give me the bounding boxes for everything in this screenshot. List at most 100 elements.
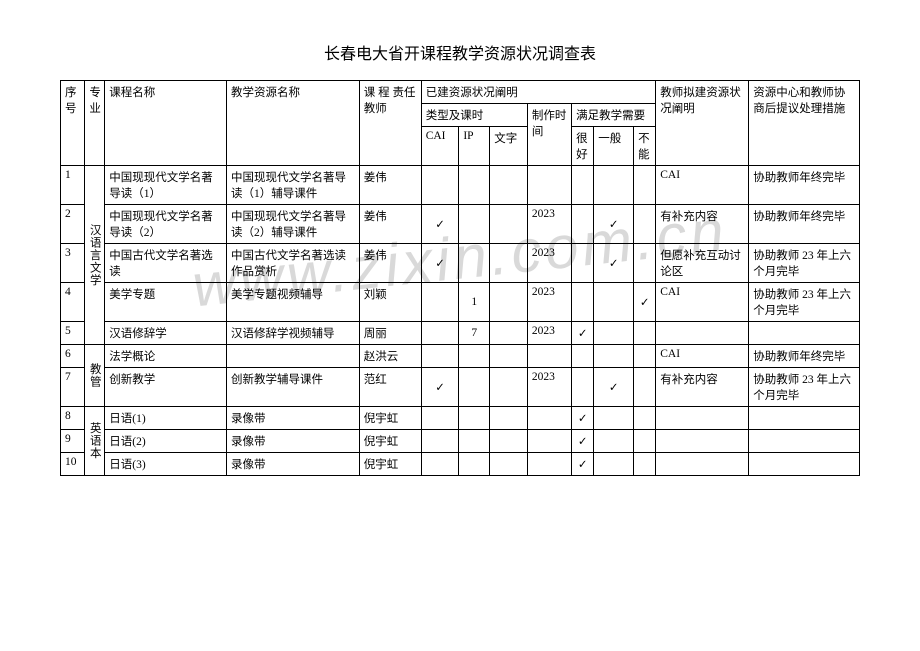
cell-bad xyxy=(634,205,656,244)
cell-time xyxy=(527,166,571,205)
hdr-resource: 教学资源名称 xyxy=(226,81,359,166)
cell-time xyxy=(527,453,571,476)
cell-ip xyxy=(459,244,490,283)
cell-bad xyxy=(634,453,656,476)
cell-plan: 有补充内容 xyxy=(656,368,749,407)
cell-plan: CAI xyxy=(656,166,749,205)
cell-time: 2023 xyxy=(527,283,571,322)
hdr-action: 资源中心和教师协商后提议处理措施 xyxy=(749,81,860,166)
cell-course: 创新教学 xyxy=(105,368,227,407)
cell-time: 2023 xyxy=(527,205,571,244)
cell-bad xyxy=(634,407,656,430)
cell-seq: 7 xyxy=(61,368,85,407)
cell-teacher: 周丽 xyxy=(359,322,421,345)
cell-seq: 5 xyxy=(61,322,85,345)
page-title: 长春电大省开课程教学资源状况调查表 xyxy=(60,40,860,64)
cell-teacher: 赵洪云 xyxy=(359,345,421,368)
hdr-cai: CAI xyxy=(421,127,459,166)
hdr-need: 满足教学需要 xyxy=(572,104,656,127)
cell-major: 汉语言文学 xyxy=(85,166,105,345)
survey-table: 序号 专业 课程名称 教学资源名称 课 程 责任教师 已建资源状况阐明 教师拟建… xyxy=(60,80,860,476)
hdr-built-status: 已建资源状况阐明 xyxy=(421,81,656,104)
cell-ip xyxy=(459,345,490,368)
cell-text xyxy=(490,368,528,407)
cell-good: ✓ xyxy=(572,407,594,430)
cell-ip xyxy=(459,368,490,407)
table-row: 3 中国古代文学名著选读 中国古代文学名著选读作品赏析 姜伟 ✓ 2023 ✓ … xyxy=(61,244,860,283)
cell-course: 美学专题 xyxy=(105,283,227,322)
cell-text xyxy=(490,345,528,368)
cell-avg xyxy=(594,430,634,453)
cell-bad xyxy=(634,244,656,283)
cell-action xyxy=(749,430,860,453)
cell-ip: 1 xyxy=(459,283,490,322)
cell-seq: 2 xyxy=(61,205,85,244)
cell-good xyxy=(572,166,594,205)
cell-bad: ✓ xyxy=(634,283,656,322)
cell-action: 协助教师 23 年上六个月完毕 xyxy=(749,244,860,283)
cell-plan: 但愿补充互动讨论区 xyxy=(656,244,749,283)
cell-teacher: 刘颖 xyxy=(359,283,421,322)
hdr-text: 文字 xyxy=(490,127,528,166)
cell-good xyxy=(572,283,594,322)
cell-course: 汉语修辞学 xyxy=(105,322,227,345)
cell-plan: 有补充内容 xyxy=(656,205,749,244)
cell-action: 协助教师年终完毕 xyxy=(749,166,860,205)
cell-text xyxy=(490,283,528,322)
cell-plan: CAI xyxy=(656,345,749,368)
cell-text xyxy=(490,407,528,430)
cell-action xyxy=(749,407,860,430)
cell-seq: 10 xyxy=(61,453,85,476)
cell-bad xyxy=(634,430,656,453)
cell-ip: 7 xyxy=(459,322,490,345)
cell-resource: 录像带 xyxy=(226,430,359,453)
cell-ip xyxy=(459,205,490,244)
cell-teacher: 姜伟 xyxy=(359,166,421,205)
cell-time xyxy=(527,345,571,368)
cell-text xyxy=(490,322,528,345)
hdr-ip: IP xyxy=(459,127,490,166)
cell-plan xyxy=(656,407,749,430)
cell-time: 2023 xyxy=(527,244,571,283)
table-row: 9 日语(2) 录像带 倪宇虹 ✓ xyxy=(61,430,860,453)
header-row-1: 序号 专业 课程名称 教学资源名称 课 程 责任教师 已建资源状况阐明 教师拟建… xyxy=(61,81,860,104)
cell-action: 协助教师年终完毕 xyxy=(749,205,860,244)
cell-cai xyxy=(421,283,459,322)
cell-bad xyxy=(634,345,656,368)
cell-good xyxy=(572,345,594,368)
cell-avg xyxy=(594,407,634,430)
cell-avg: ✓ xyxy=(594,205,634,244)
cell-time: 2023 xyxy=(527,368,571,407)
cell-time xyxy=(527,430,571,453)
table-row: 2 中国现现代文学名著导读（2） 中国现现代文学名著导读（2）辅导课件 姜伟 ✓… xyxy=(61,205,860,244)
cell-plan xyxy=(656,453,749,476)
hdr-plan: 教师拟建资源状况阐明 xyxy=(656,81,749,166)
hdr-seq: 序号 xyxy=(61,81,85,166)
cell-good: ✓ xyxy=(572,430,594,453)
cell-time xyxy=(527,407,571,430)
cell-cai xyxy=(421,322,459,345)
cell-bad xyxy=(634,368,656,407)
cell-avg xyxy=(594,283,634,322)
cell-ip xyxy=(459,407,490,430)
table-row: 8 英语本 日语(1) 录像带 倪宇虹 ✓ xyxy=(61,407,860,430)
table-row: 5 汉语修辞学 汉语修辞学视频辅导 周丽 7 2023 ✓ xyxy=(61,322,860,345)
cell-cai: ✓ xyxy=(421,244,459,283)
cell-text xyxy=(490,453,528,476)
cell-action: 协助教师 23 年上六个月完毕 xyxy=(749,368,860,407)
cell-avg xyxy=(594,453,634,476)
cell-course: 法学概论 xyxy=(105,345,227,368)
cell-action xyxy=(749,453,860,476)
cell-resource: 汉语修辞学视频辅导 xyxy=(226,322,359,345)
cell-good xyxy=(572,244,594,283)
cell-seq: 8 xyxy=(61,407,85,430)
cell-good: ✓ xyxy=(572,453,594,476)
table-row: 4 美学专题 美学专题视频辅导 刘颖 1 2023 ✓ CAI 协助教师 23 … xyxy=(61,283,860,322)
cell-text xyxy=(490,205,528,244)
cell-resource: 中国古代文学名著选读作品赏析 xyxy=(226,244,359,283)
cell-teacher: 姜伟 xyxy=(359,244,421,283)
cell-avg: ✓ xyxy=(594,368,634,407)
cell-cai xyxy=(421,407,459,430)
table-row: 7 创新教学 创新教学辅导课件 范红 ✓ 2023 ✓ 有补充内容 协助教师 2… xyxy=(61,368,860,407)
cell-course: 日语(2) xyxy=(105,430,227,453)
